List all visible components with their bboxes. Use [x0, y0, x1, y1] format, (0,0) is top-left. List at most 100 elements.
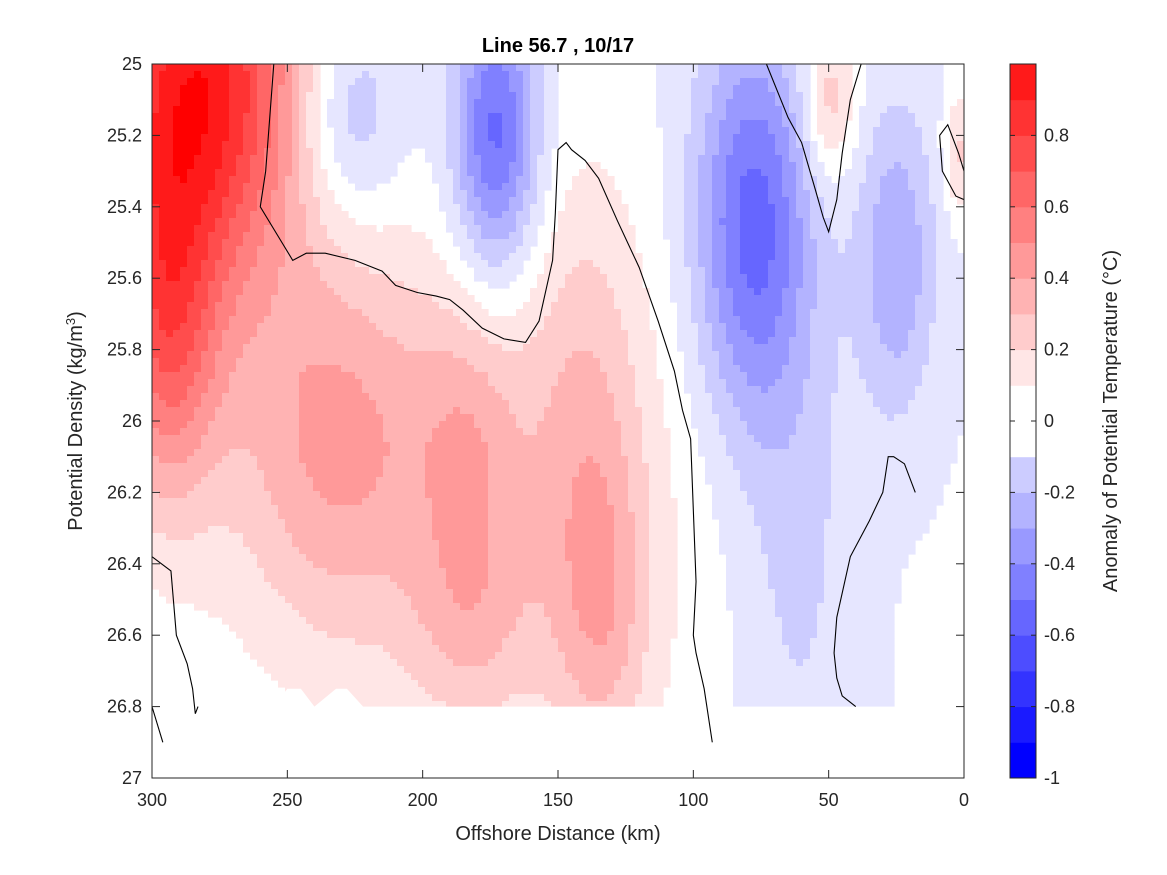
- contour-cell: [698, 253, 706, 261]
- contour-cell: [817, 232, 825, 240]
- contour-cell: [887, 365, 895, 373]
- contour-cell: [712, 351, 720, 359]
- contour-cell: [663, 148, 671, 156]
- contour-cell: [425, 288, 433, 296]
- contour-cell: [551, 134, 559, 142]
- contour-cell: [418, 141, 426, 149]
- contour-cell: [754, 183, 762, 191]
- contour-cell: [467, 106, 475, 114]
- contour-cell: [173, 246, 181, 254]
- contour-cell: [159, 365, 167, 373]
- contour-cell: [677, 253, 685, 261]
- contour-cell: [887, 274, 895, 282]
- contour-cell: [159, 197, 167, 205]
- contour-cell: [579, 337, 587, 345]
- contour-cell: [166, 267, 174, 275]
- contour-cell: [768, 232, 776, 240]
- contour-cell: [936, 85, 944, 93]
- contour-cell: [859, 183, 867, 191]
- contour-cell: [663, 106, 671, 114]
- contour-cell: [845, 295, 853, 303]
- contour-cell: [593, 176, 601, 184]
- contour-cell: [901, 260, 909, 268]
- contour-cell: [411, 274, 419, 282]
- contour-cell: [229, 85, 237, 93]
- contour-cell: [579, 190, 587, 198]
- contour-cell: [446, 183, 454, 191]
- contour-cell: [537, 190, 545, 198]
- contour-cell: [152, 407, 160, 415]
- contour-cell: [677, 113, 685, 121]
- contour-cell: [936, 148, 944, 156]
- contour-cell: [859, 197, 867, 205]
- contour-cell: [684, 218, 692, 226]
- contour-cell: [824, 288, 832, 296]
- contour-cell: [411, 379, 419, 387]
- contour-cell: [439, 309, 447, 317]
- contour-cell: [299, 106, 307, 114]
- contour-cell: [474, 78, 482, 86]
- contour-cell: [838, 239, 846, 247]
- contour-cell: [334, 351, 342, 359]
- contour-cell: [313, 148, 321, 156]
- contour-cell: [418, 71, 426, 79]
- contour-cell: [593, 379, 601, 387]
- contour-cell: [285, 274, 293, 282]
- contour-cell: [782, 393, 790, 401]
- contour-cell: [642, 330, 650, 338]
- contour-cell: [922, 372, 930, 380]
- contour-cell: [768, 190, 776, 198]
- contour-cell: [831, 274, 839, 282]
- contour-cell: [551, 120, 559, 128]
- contour-cell: [376, 99, 384, 107]
- contour-cell: [663, 85, 671, 93]
- contour-cell: [355, 372, 363, 380]
- contour-cell: [173, 225, 181, 233]
- contour-cell: [397, 288, 405, 296]
- contour-cell: [229, 162, 237, 170]
- contour-cell: [194, 400, 202, 408]
- contour-cell: [166, 393, 174, 401]
- contour-cell: [278, 386, 286, 394]
- contour-cell: [684, 239, 692, 247]
- contour-cell: [355, 71, 363, 79]
- contour-cell: [551, 246, 559, 254]
- contour-cell: [173, 400, 181, 408]
- contour-cell: [586, 358, 594, 366]
- contour-cell: [957, 169, 964, 177]
- contour-cell: [733, 78, 741, 86]
- contour-cell: [614, 274, 622, 282]
- contour-cell: [593, 218, 601, 226]
- contour-cell: [355, 141, 363, 149]
- contour-cell: [152, 302, 160, 310]
- contour-cell: [299, 288, 307, 296]
- contour-cell: [474, 316, 482, 324]
- contour-cell: [922, 337, 930, 345]
- contour-cell: [887, 211, 895, 219]
- contour-cell: [719, 106, 727, 114]
- contour-cell: [285, 407, 293, 415]
- contour-cell: [747, 316, 755, 324]
- contour-cell: [873, 218, 881, 226]
- contour-cell: [922, 274, 930, 282]
- contour-cell: [544, 393, 552, 401]
- contour-cell: [530, 141, 538, 149]
- contour-cell: [572, 316, 580, 324]
- contour-cell: [390, 155, 398, 163]
- contour-cell: [600, 260, 608, 268]
- contour-cell: [320, 253, 328, 261]
- contour-cell: [187, 218, 195, 226]
- contour-cell: [537, 288, 545, 296]
- contour-cell: [600, 295, 608, 303]
- contour-cell: [516, 344, 524, 352]
- contour-cell: [523, 239, 531, 247]
- contour-cell: [929, 64, 937, 72]
- contour-cell: [607, 176, 615, 184]
- contour-cell: [789, 148, 797, 156]
- contour-cell: [768, 323, 776, 331]
- contour-cell: [236, 106, 244, 114]
- contour-cell: [684, 386, 692, 394]
- contour-cell: [579, 351, 587, 359]
- contour-cell: [698, 239, 706, 247]
- contour-cell: [754, 246, 762, 254]
